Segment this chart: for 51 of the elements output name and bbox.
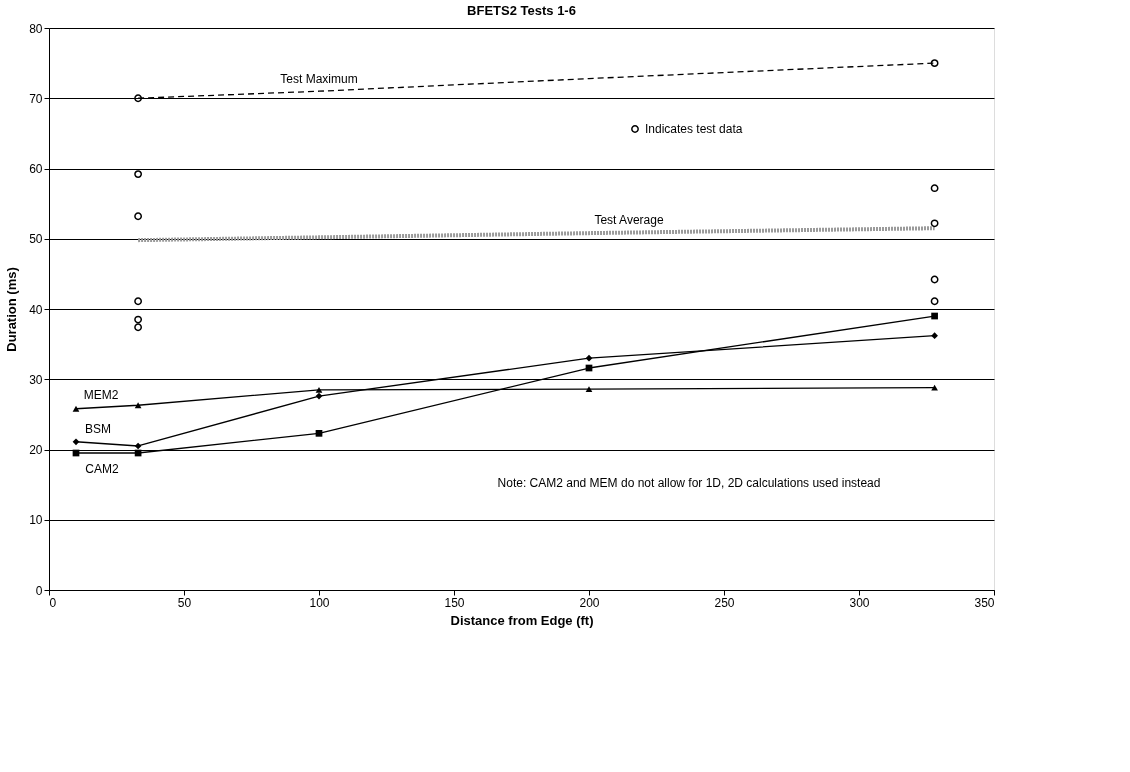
point [930,219,939,228]
y-tick-label: 50 [29,232,43,247]
point [315,429,323,437]
series-label: BSM [84,421,112,436]
point [930,275,939,284]
point [134,170,143,179]
series-label: MEM2 [83,387,119,402]
y-tick-label: 10 [29,513,43,528]
point [931,312,938,320]
x-tick-label: 200 [579,595,600,610]
y-tick-label: 80 [29,21,43,36]
series-label: CAM2 [85,462,119,477]
chart-title: BFETS2 Tests 1-6 [467,3,576,18]
y-tick-label: 40 [29,302,43,317]
point [931,384,938,391]
line-series [136,226,937,243]
point [134,297,143,306]
point [134,212,143,221]
y-tick-label: 30 [29,372,43,387]
point [134,402,142,409]
y-tick-label: 70 [29,91,43,106]
x-tick-label: 250 [714,595,735,610]
point [72,438,80,446]
y-tick-label: 60 [29,162,43,176]
annotation: Note: CAM2 and MEM do not allow for 1D, 2D calculations used instead [497,476,881,490]
x-tick-label: 100 [309,595,330,610]
point [315,392,323,400]
point [72,405,80,412]
point [134,315,143,324]
point [585,386,593,392]
point [930,297,939,306]
point [930,59,939,68]
point [134,442,142,450]
x-tick-label: 0 [49,595,57,610]
x-tick-label: 300 [849,595,870,610]
point [134,323,143,332]
series-label: Test Average [594,213,664,228]
x-tick-label: 350 [974,595,995,610]
x-tick-label: 150 [444,595,465,610]
y-axis-title: Duration (ms) [4,267,20,352]
point [134,94,143,103]
x-axis-title: Distance from Edge (ft) [450,612,594,628]
y-tick-label: 0 [35,583,43,598]
point [931,332,938,340]
y-tick-label: 20 [29,443,43,457]
x-tick-label: 50 [177,595,192,610]
point [585,354,593,362]
point [315,386,323,393]
series-label: Test Maximum [280,72,358,87]
legend-label: Indicates test data [645,122,743,136]
point [930,184,939,193]
